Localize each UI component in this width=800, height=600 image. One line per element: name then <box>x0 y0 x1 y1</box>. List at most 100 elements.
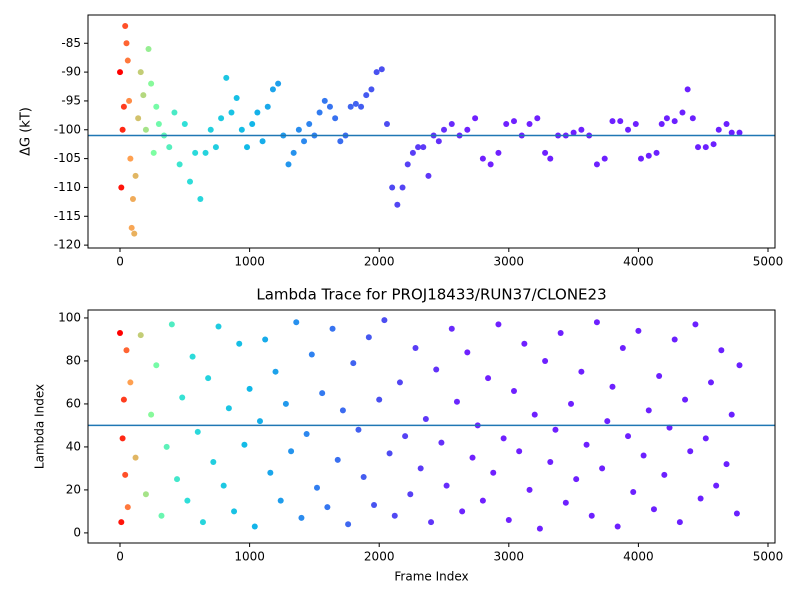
point <box>129 195 136 202</box>
x-tick-label: 3000 <box>494 550 525 564</box>
point <box>736 129 743 136</box>
point <box>728 129 735 136</box>
point <box>526 121 533 128</box>
point <box>381 317 388 324</box>
point <box>150 149 157 156</box>
point <box>290 149 297 156</box>
point <box>241 441 248 448</box>
point <box>269 86 276 93</box>
point <box>728 411 735 418</box>
point <box>128 224 135 231</box>
point <box>119 126 126 133</box>
point <box>718 347 725 354</box>
point <box>689 115 696 122</box>
y-tick-label: 60 <box>66 396 81 410</box>
point <box>619 345 626 352</box>
point <box>542 357 549 364</box>
point <box>487 161 494 168</box>
point <box>264 103 271 110</box>
point <box>635 327 642 334</box>
point <box>632 121 639 128</box>
x-tick-label: 0 <box>116 255 124 269</box>
point <box>609 383 616 390</box>
point <box>122 22 129 29</box>
point <box>153 362 160 369</box>
point <box>650 506 657 513</box>
point <box>407 491 414 498</box>
point <box>127 379 134 386</box>
point <box>433 366 440 373</box>
point <box>707 379 714 386</box>
point <box>120 396 127 403</box>
x-axis-label: Frame Index <box>394 570 468 584</box>
point <box>684 86 691 93</box>
x-tick-label: 1000 <box>234 550 265 564</box>
point <box>609 118 616 125</box>
point <box>142 126 149 133</box>
point <box>534 115 541 122</box>
plot-points <box>117 22 743 237</box>
point <box>244 144 251 151</box>
point <box>409 149 416 156</box>
point <box>319 390 326 397</box>
point <box>640 452 647 459</box>
point <box>425 172 432 179</box>
point <box>653 149 660 156</box>
point <box>350 360 357 367</box>
point <box>687 448 694 455</box>
x-tick-label: 4000 <box>623 550 654 564</box>
point <box>254 109 261 116</box>
point <box>510 118 517 125</box>
point <box>671 118 678 125</box>
point <box>181 121 188 128</box>
point <box>303 431 310 438</box>
point <box>573 476 580 483</box>
point <box>402 433 409 440</box>
plot-points <box>117 317 743 532</box>
point <box>306 121 313 128</box>
point <box>420 144 427 151</box>
point <box>371 501 378 508</box>
y-tick-label: 0 <box>73 525 81 539</box>
point <box>295 126 302 133</box>
point <box>485 375 492 382</box>
point <box>536 525 543 532</box>
point <box>360 474 367 481</box>
point <box>422 415 429 422</box>
point <box>135 115 142 122</box>
point <box>658 121 665 128</box>
point <box>339 407 346 414</box>
point <box>223 74 230 81</box>
point <box>301 138 308 145</box>
point <box>282 400 289 407</box>
point <box>132 172 139 179</box>
point <box>682 396 689 403</box>
point <box>174 476 181 483</box>
point <box>246 385 253 392</box>
point <box>378 66 385 73</box>
point <box>412 345 419 352</box>
point <box>189 353 196 360</box>
y-tick-label: -115 <box>54 209 81 223</box>
point <box>153 103 160 110</box>
x-tick-label: 1000 <box>234 255 265 269</box>
point <box>197 195 204 202</box>
x-tick-label: 5000 <box>753 255 784 269</box>
point <box>117 329 124 336</box>
point <box>334 456 341 463</box>
point <box>288 448 295 455</box>
point <box>464 349 471 356</box>
point <box>453 398 460 405</box>
y-tick-label: -105 <box>54 151 81 165</box>
point <box>329 325 336 332</box>
point <box>142 491 149 498</box>
point <box>145 46 152 53</box>
point <box>521 340 528 347</box>
point <box>220 482 227 489</box>
point <box>676 519 683 526</box>
point <box>277 497 284 504</box>
point <box>192 149 199 156</box>
point <box>127 155 134 162</box>
point <box>715 126 722 133</box>
point <box>441 126 448 133</box>
